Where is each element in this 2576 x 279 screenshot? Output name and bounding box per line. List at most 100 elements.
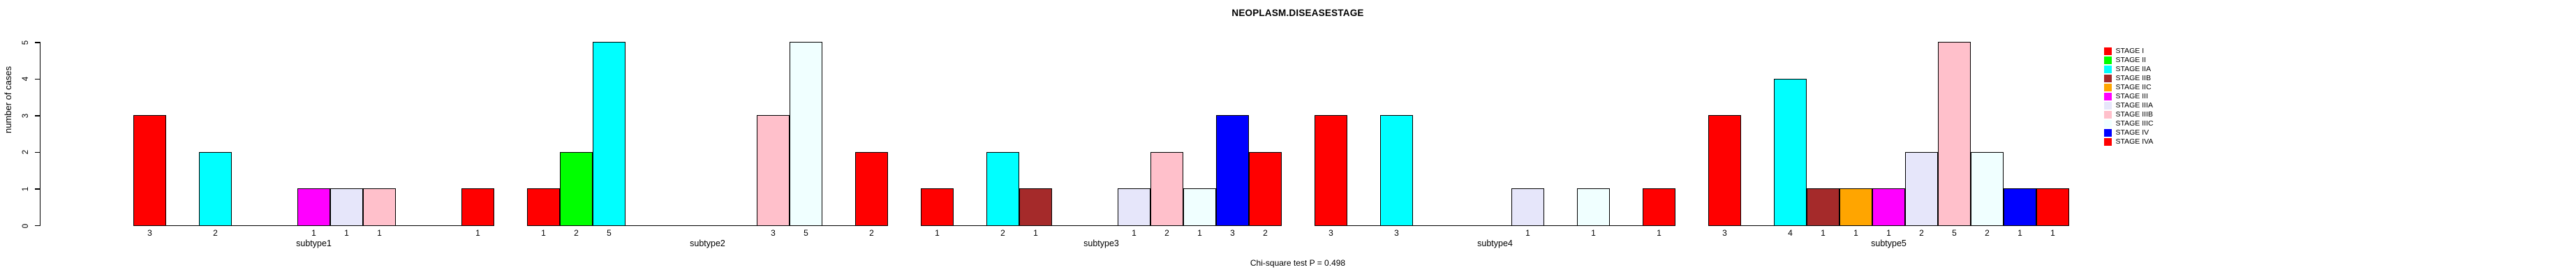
bar-stage-iv-subtype5 xyxy=(2004,188,2036,227)
y-axis-tick xyxy=(34,151,40,153)
bar-count-label: 1 xyxy=(2018,227,2022,238)
bar-stage-iiic-subtype2 xyxy=(790,42,822,227)
legend-swatch xyxy=(2104,138,2112,146)
legend-swatch xyxy=(2104,111,2112,119)
legend-label: STAGE IIA xyxy=(2115,65,2152,73)
bar-count-label: 1 xyxy=(2050,227,2055,238)
group-label-subtype3: subtype3 xyxy=(1083,238,1119,248)
bar-stage-iiic-subtype4 xyxy=(1577,188,1610,227)
bar-count-label: 1 xyxy=(1821,227,1826,238)
y-axis-tick xyxy=(34,188,40,190)
bar-stage-iia-subtype5 xyxy=(1774,78,1807,227)
legend-swatch xyxy=(2104,66,2112,73)
legend-row: STAGE III xyxy=(2104,92,2154,101)
bar-count-label: 1 xyxy=(935,227,940,238)
legend-row: STAGE IV xyxy=(2104,128,2154,137)
bar-count-label: 1 xyxy=(541,227,546,238)
group-label-subtype1: subtype1 xyxy=(296,238,332,248)
bar-count-label: 1 xyxy=(344,227,349,238)
bar-count-label: 1 xyxy=(311,227,316,238)
legend-label: STAGE IIC xyxy=(2115,83,2152,91)
y-axis-tick-label: 5 xyxy=(22,40,30,45)
bar-stage-i-subtype1 xyxy=(133,115,166,227)
bar-count-label: 2 xyxy=(1263,227,1268,238)
legend-swatch xyxy=(2104,56,2112,64)
bar-count-label: 2 xyxy=(869,227,874,238)
bar-stage-iia-subtype3 xyxy=(986,151,1019,227)
bar-count-label: 1 xyxy=(377,227,382,238)
bar-stage-i-subtype2 xyxy=(527,188,560,227)
bar-count-label: 2 xyxy=(1919,227,1924,238)
bar-stage-iiic-subtype5 xyxy=(1971,151,2004,227)
bar-count-label: 1 xyxy=(1657,227,1661,238)
bar-count-label: 3 xyxy=(1722,227,1727,238)
group-label-subtype5: subtype5 xyxy=(1871,238,1907,248)
legend-label: STAGE IIIC xyxy=(2115,119,2154,128)
y-axis-tick-label: 4 xyxy=(22,77,30,82)
chart-title: NEOPLASM.DISEASESTAGE xyxy=(1231,8,1364,18)
legend-swatch xyxy=(2104,75,2112,82)
bar-stage-iv-subtype3 xyxy=(1216,115,1249,227)
bar-stage-i-subtype3 xyxy=(921,188,954,227)
legend-row: STAGE IIB xyxy=(2104,74,2154,83)
y-axis-tick-label: 0 xyxy=(22,223,30,228)
legend-label: STAGE I xyxy=(2115,47,2145,55)
bar-count-label: 3 xyxy=(147,227,152,238)
bar-stage-iiib-subtype3 xyxy=(1150,151,1183,227)
bar-count-label: 1 xyxy=(1886,227,1891,238)
legend-label: STAGE III xyxy=(2115,92,2148,100)
legend-row: STAGE I xyxy=(2104,47,2154,56)
bar-count-label: 2 xyxy=(213,227,218,238)
bar-count-label: 1 xyxy=(1525,227,1530,238)
bar-stage-iiib-subtype5 xyxy=(1938,42,1971,227)
bar-stage-iva-subtype4 xyxy=(1643,188,1675,227)
bar-count-label: 3 xyxy=(1394,227,1399,238)
bar-stage-i-subtype4 xyxy=(1315,115,1347,227)
bar-stage-iia-subtype4 xyxy=(1380,115,1413,227)
bar-count-label: 3 xyxy=(1328,227,1333,238)
x-axis-baseline xyxy=(527,225,888,227)
legend-swatch xyxy=(2104,129,2112,137)
y-axis-tick-label: 2 xyxy=(22,150,30,155)
bar-stage-iiia-subtype5 xyxy=(1905,151,1938,227)
bar-count-label: 1 xyxy=(1197,227,1202,238)
bar-count-label: 5 xyxy=(804,227,808,238)
bar-count-label: 1 xyxy=(475,227,480,238)
legend-row: STAGE IIIA xyxy=(2104,101,2154,110)
bar-count-label: 1 xyxy=(1132,227,1137,238)
legend-swatch xyxy=(2104,93,2112,100)
bar-count-label: 2 xyxy=(1985,227,1990,238)
bar-stage-iiib-subtype1 xyxy=(363,188,396,227)
bar-count-label: 1 xyxy=(1033,227,1038,238)
legend-label: STAGE IVA xyxy=(2115,137,2154,146)
bar-stage-iva-subtype2 xyxy=(855,151,888,227)
legend-swatch xyxy=(2104,47,2112,55)
chi-square-caption: Chi-square test P = 0.498 xyxy=(1250,258,1346,268)
y-axis-tick xyxy=(34,115,40,116)
legend-swatch xyxy=(2104,120,2112,128)
bar-count-label: 2 xyxy=(1000,227,1005,238)
bar-stage-i-subtype5 xyxy=(1708,115,1741,227)
y-axis-line xyxy=(39,42,40,227)
bar-stage-iiia-subtype1 xyxy=(330,188,363,227)
legend-label: STAGE IIB xyxy=(2115,74,2152,82)
legend-row: STAGE IIIB xyxy=(2104,110,2154,119)
legend: STAGE I STAGE II STAGE IIA STAGE IIB STAGE I… xyxy=(2104,47,2154,146)
bar-stage-iib-subtype5 xyxy=(1807,188,1840,227)
legend-label: STAGE II xyxy=(2115,56,2147,64)
legend-row: STAGE IVA xyxy=(2104,137,2154,146)
bar-count-label: 2 xyxy=(1164,227,1169,238)
bar-stage-iii-subtype1 xyxy=(297,188,330,227)
bar-count-label: 5 xyxy=(1952,227,1957,238)
group-label-subtype2: subtype2 xyxy=(690,238,725,248)
legend-label: STAGE IIIB xyxy=(2115,110,2153,119)
bar-stage-iii-subtype5 xyxy=(1872,188,1905,227)
legend-row: STAGE IIIC xyxy=(2104,119,2154,128)
legend-swatch xyxy=(2104,102,2112,110)
group-label-subtype4: subtype4 xyxy=(1477,238,1513,248)
bar-stage-iiib-subtype2 xyxy=(757,115,790,227)
x-axis-baseline xyxy=(921,225,1282,227)
bar-count-label: 1 xyxy=(1853,227,1858,238)
bar-stage-iia-subtype2 xyxy=(593,42,626,227)
y-axis-tick-label: 1 xyxy=(22,186,30,192)
